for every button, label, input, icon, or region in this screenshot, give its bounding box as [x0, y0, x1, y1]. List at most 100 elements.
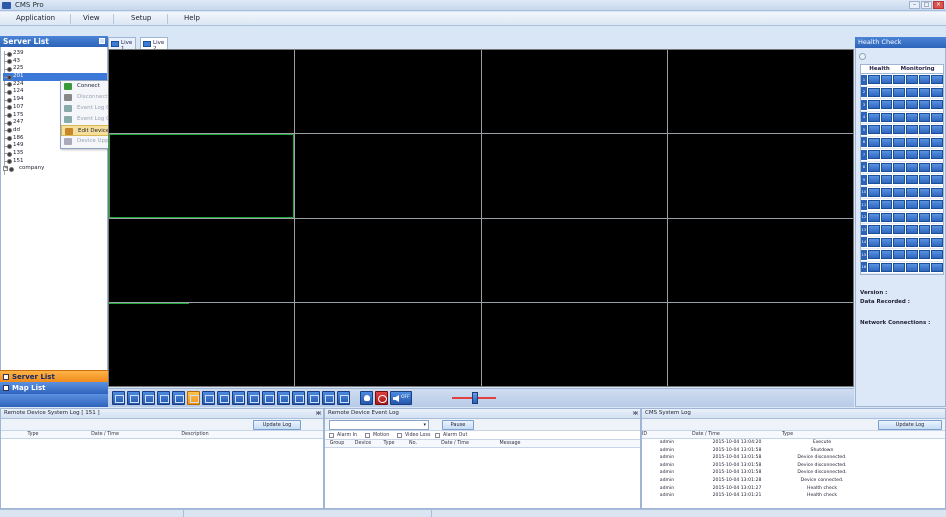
- video-cell[interactable]: [109, 218, 295, 302]
- status-cell[interactable]: [867, 212, 880, 222]
- video-cell[interactable]: [295, 302, 481, 386]
- video-cell[interactable]: [109, 50, 295, 134]
- layout-3x3-button[interactable]: [172, 391, 185, 405]
- status-cell[interactable]: [880, 200, 893, 210]
- status-cell[interactable]: [893, 75, 905, 85]
- status-cell[interactable]: [931, 100, 944, 110]
- tree-item-device[interactable]: 149: [3, 142, 107, 150]
- status-cell[interactable]: [867, 237, 880, 247]
- table-row[interactable]: admin 2015-10-04 13:01:28 Device connected…: [642, 477, 945, 485]
- status-cell[interactable]: [931, 87, 944, 97]
- tree-item-device[interactable]: 186: [3, 135, 107, 143]
- status-cell[interactable]: [918, 100, 931, 110]
- close-icon[interactable]: ×: [933, 1, 944, 9]
- video-cell[interactable]: [481, 50, 667, 134]
- tree-item-device[interactable]: 201: [3, 73, 107, 81]
- status-cell[interactable]: [880, 250, 893, 260]
- tree-item-device[interactable]: 43: [3, 58, 107, 66]
- status-cell[interactable]: [918, 87, 931, 97]
- status-cell[interactable]: [931, 150, 944, 160]
- status-cell[interactable]: [918, 225, 931, 235]
- status-cell[interactable]: [918, 237, 931, 247]
- stop-button[interactable]: [375, 391, 388, 405]
- tree-item-device[interactable]: 107: [3, 104, 107, 112]
- status-cell[interactable]: [880, 225, 893, 235]
- status-cell[interactable]: [931, 75, 944, 85]
- layout-1-plus-5-button[interactable]: [142, 391, 155, 405]
- video-cell[interactable]: [109, 134, 295, 218]
- status-cell[interactable]: [931, 200, 944, 210]
- table-row[interactable]: admin 2015-10-04 13:01:58 Shutdown: [642, 447, 945, 455]
- status-cell[interactable]: [918, 150, 931, 160]
- volume-button[interactable]: OFF: [390, 391, 412, 405]
- status-cell[interactable]: [931, 225, 944, 235]
- status-cell[interactable]: [931, 112, 944, 122]
- tree-item-device[interactable]: 175: [3, 112, 107, 120]
- status-cell[interactable]: [893, 137, 905, 147]
- tree-item-device[interactable]: 194: [3, 96, 107, 104]
- status-cell[interactable]: [918, 175, 931, 185]
- status-cell[interactable]: [905, 137, 918, 147]
- status-cell[interactable]: [893, 87, 905, 97]
- status-cell[interactable]: [867, 225, 880, 235]
- status-cell[interactable]: [867, 112, 880, 122]
- tree-item-device[interactable]: 225: [3, 65, 107, 73]
- status-cell[interactable]: [867, 125, 880, 135]
- tab-live-2[interactable]: Live 2: [140, 37, 169, 52]
- close-icon[interactable]: ×: [634, 410, 640, 417]
- layout-1-plus-7-button[interactable]: [157, 391, 170, 405]
- video-cell[interactable]: [481, 134, 667, 218]
- status-cell[interactable]: [893, 237, 905, 247]
- status-cell[interactable]: [893, 225, 905, 235]
- status-cell[interactable]: [893, 187, 905, 197]
- status-cell[interactable]: [867, 175, 880, 185]
- status-cell[interactable]: [931, 187, 944, 197]
- video-loss-checkbox[interactable]: [397, 432, 402, 438]
- menu-setup[interactable]: Setup: [131, 14, 152, 22]
- status-cell[interactable]: [893, 175, 905, 185]
- layout-sequence-button[interactable]: [322, 391, 335, 405]
- status-cell[interactable]: [880, 175, 893, 185]
- status-cell[interactable]: [880, 125, 893, 135]
- status-cell[interactable]: [905, 125, 918, 135]
- status-cell[interactable]: [867, 262, 880, 272]
- table-row[interactable]: admin 2015-10-04 13:04:20 Execute: [642, 439, 945, 447]
- status-cell[interactable]: [880, 237, 893, 247]
- pause-button[interactable]: Pause: [442, 420, 474, 430]
- layout-5x5-button[interactable]: [202, 391, 215, 405]
- status-cell[interactable]: [918, 125, 931, 135]
- table-row[interactable]: admin 2015-10-04 13:01:27 Health check: [642, 485, 945, 493]
- status-cell[interactable]: [880, 150, 893, 160]
- status-cell[interactable]: [905, 187, 918, 197]
- alarm-bell-button[interactable]: [360, 391, 373, 405]
- video-cell[interactable]: [667, 218, 853, 302]
- video-cell[interactable]: [295, 218, 481, 302]
- status-cell[interactable]: [931, 162, 944, 172]
- status-cell[interactable]: [931, 212, 944, 222]
- device-dropdown[interactable]: ▾: [329, 420, 429, 430]
- status-cell[interactable]: [905, 150, 918, 160]
- layout-1-plus-12-button[interactable]: [232, 391, 245, 405]
- context-menu-item[interactable]: Connect: [61, 81, 137, 92]
- table-row[interactable]: admin 2015-10-04 13:01:58 Device disconnec…: [642, 462, 945, 470]
- status-cell[interactable]: [931, 250, 944, 260]
- table-row[interactable]: admin 2015-10-04 13:01:58 Device disconnec…: [642, 469, 945, 477]
- status-cell[interactable]: [905, 212, 918, 222]
- status-cell[interactable]: [880, 162, 893, 172]
- refresh-icon[interactable]: [859, 53, 866, 60]
- tree-item-device[interactable]: 239: [3, 50, 107, 58]
- status-cell[interactable]: [918, 212, 931, 222]
- video-cell[interactable]: [481, 218, 667, 302]
- menu-view[interactable]: View: [83, 14, 100, 22]
- layout-8x8-button[interactable]: [292, 391, 305, 405]
- status-cell[interactable]: [918, 200, 931, 210]
- video-cell[interactable]: [295, 134, 481, 218]
- status-cell[interactable]: [880, 262, 893, 272]
- status-cell[interactable]: [893, 125, 905, 135]
- status-cell[interactable]: [867, 250, 880, 260]
- status-cell[interactable]: [918, 112, 931, 122]
- status-cell[interactable]: [905, 250, 918, 260]
- status-cell[interactable]: [905, 100, 918, 110]
- status-cell[interactable]: [893, 150, 905, 160]
- status-cell[interactable]: [905, 112, 918, 122]
